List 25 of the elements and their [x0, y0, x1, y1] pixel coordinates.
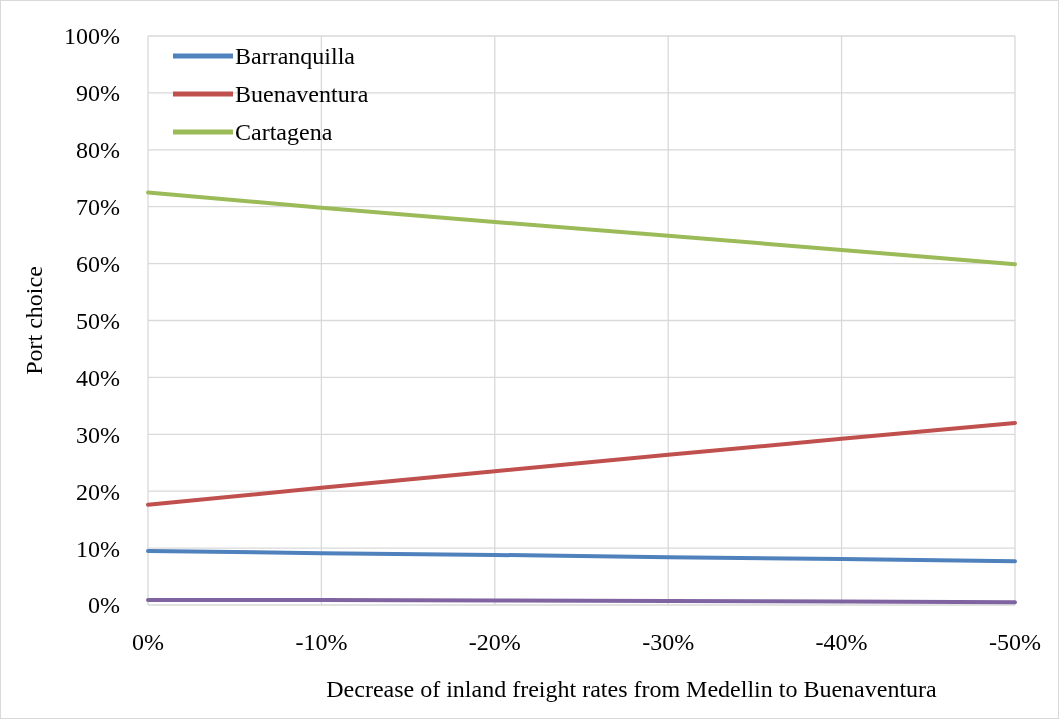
legend-label: Buenaventura [235, 81, 369, 108]
y-tick-label: 50% [76, 307, 120, 334]
y-tick-label: 10% [76, 535, 120, 562]
y-tick-label: 100% [64, 23, 120, 50]
x-tick-label: -30% [642, 629, 695, 655]
legend-label: Cartagena [235, 119, 333, 146]
y-tick-label: 40% [76, 364, 120, 391]
line-series [146, 190, 1017, 267]
x-axis-title: Decrease of inland freight rates from Medellin to Buenaventura [326, 676, 938, 702]
x-tick-label: 0% [132, 629, 164, 655]
legend-label: Barranquilla [235, 43, 356, 70]
y-tick-label: 0% [88, 592, 120, 619]
y-tick-label: 20% [76, 478, 120, 505]
y-tick-label: 80% [76, 137, 120, 164]
y-tick-label: 60% [76, 251, 120, 277]
line-series [146, 420, 1017, 507]
y-tick-label: 30% [76, 421, 120, 448]
x-tick-label: -10% [295, 629, 348, 655]
x-tick-label: -40% [815, 629, 868, 655]
y-tick-label: 70% [76, 194, 120, 221]
line-series [146, 548, 1017, 564]
y-tick-label: 90% [76, 80, 120, 107]
x-tick-label: -50% [989, 629, 1041, 655]
y-axis-title: Port choice [21, 266, 47, 375]
x-tick-label: -20% [468, 629, 521, 655]
